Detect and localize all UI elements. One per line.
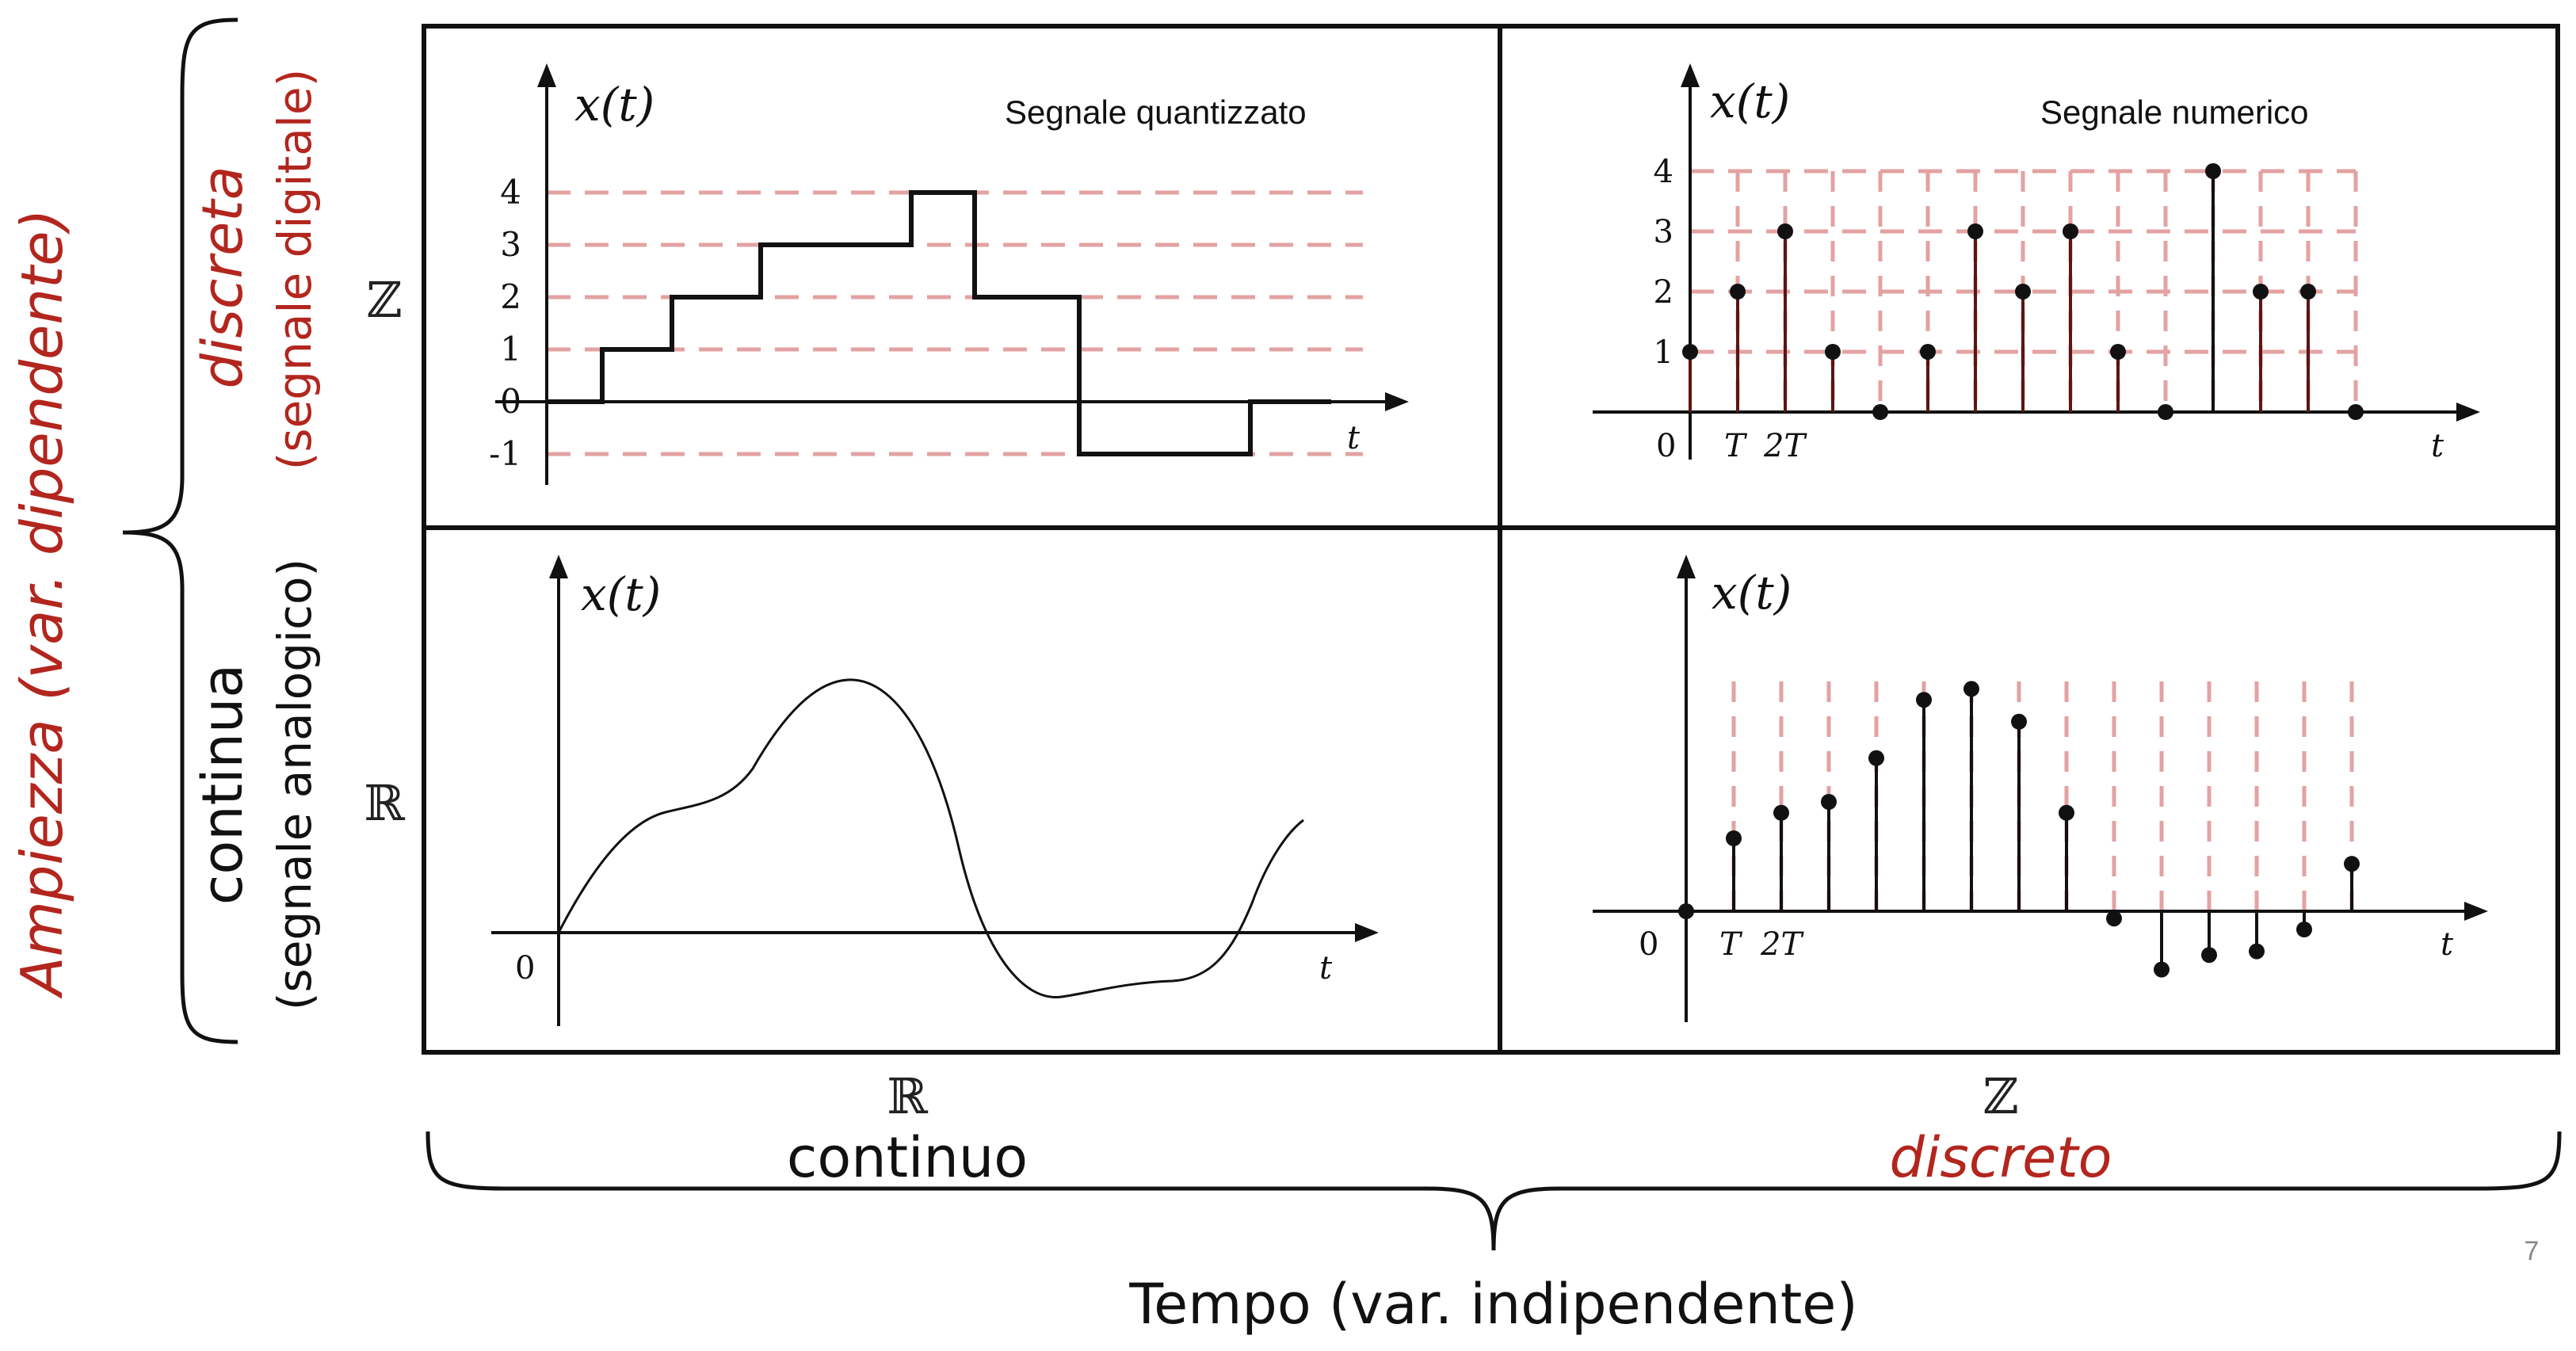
col-left-label: continuo	[787, 1125, 1028, 1190]
col-right-label: discreto	[1890, 1125, 2112, 1190]
numeric-sample-point	[2063, 223, 2078, 239]
numeric-x-label: t	[2431, 428, 2444, 464]
numeric-sample-point	[2253, 284, 2269, 300]
sampled-sample-point	[1726, 830, 1742, 846]
panel-sampled: x(t) t 0 T 2T	[1593, 555, 2488, 1022]
numeric-y-label: x(t)	[1710, 74, 1790, 128]
bottom-outer-brace	[426, 1131, 2562, 1251]
quantized-x-arrow	[1385, 392, 1409, 411]
sampled-sample-point	[1916, 692, 1932, 708]
sampled-sample-point	[2154, 961, 2170, 978]
sampled-sample-point	[1821, 794, 1837, 810]
analog-y-arrow	[549, 555, 568, 578]
left-outer-brace	[122, 17, 239, 1044]
numeric-y-arrow	[1681, 63, 1700, 87]
quantized-y-tick-label: 1	[500, 330, 521, 368]
quantized-x-label: t	[1347, 420, 1361, 456]
sampled-x-arrow	[2464, 902, 2488, 921]
numeric-sample-point	[2300, 284, 2316, 300]
quantized-y-tick-label: 3	[500, 225, 521, 264]
numeric-sample-point	[1777, 223, 1793, 239]
sampled-sample-point	[2296, 922, 2312, 937]
numeric-sample-point	[2110, 344, 2126, 360]
analog-y-label: x(t)	[581, 567, 661, 621]
numeric-y-tick-label: 3	[1654, 214, 1673, 250]
row-top-set: ℤ	[366, 271, 402, 329]
row-bottom-subtitle: (segnale analogico)	[268, 559, 322, 1010]
sampled-tick-T: T	[1719, 926, 1743, 963]
numeric-sample-point	[1920, 344, 1936, 360]
quantized-title: Segnale quantizzato	[1005, 94, 1307, 131]
numeric-y-tick-label: 2	[1654, 274, 1673, 311]
quantized-y-tick-label: 4	[500, 173, 521, 212]
numeric-y-tick-label: 4	[1654, 154, 1673, 190]
numeric-sample-point	[2205, 163, 2221, 179]
sampled-origin-label: 0	[1639, 926, 1658, 963]
quantized-y-ticks: -1 0 1 2 3 4	[489, 173, 521, 473]
numeric-sample-point	[1682, 344, 1698, 360]
sampled-sample-point	[1773, 804, 1789, 821]
numeric-sample-point	[1872, 404, 1888, 420]
row-bottom-set: ℝ	[364, 774, 405, 832]
ylabel-outer: Ampiezza (var. dipendente)	[9, 208, 75, 998]
panel-numeric: 1 2 3 4 x(t) t 0 T 2T Segnale numerico	[1593, 63, 2480, 464]
xlabel-outer: Tempo (var. indipendente)	[1128, 1272, 1857, 1337]
numeric-y-ticks: 1 2 3 4	[1654, 154, 1673, 371]
analog-x-arrow	[1355, 923, 1379, 942]
sampled-sample-point	[2201, 947, 2217, 964]
quantized-grid	[547, 190, 1363, 456]
grid-outer-border	[422, 24, 2560, 1055]
analog-origin-label: 0	[515, 950, 535, 987]
panel-quantized: -1 0 1 2 3 4 x(t) t Segnale quantizzato	[489, 63, 1409, 485]
analog-x-label: t	[1319, 950, 1333, 987]
sampled-sample-point	[1678, 903, 1694, 919]
numeric-x-arrow	[2456, 403, 2480, 422]
quantized-y-tick-label: -1	[489, 434, 521, 473]
quantized-step-line	[547, 190, 1331, 456]
sampled-sample-point	[2059, 804, 2074, 821]
quantized-y-label: x(t)	[574, 78, 654, 132]
sampled-sample-point	[2344, 856, 2360, 872]
numeric-tick-2T: 2T	[1763, 428, 1807, 464]
numeric-sample-point	[1730, 284, 1746, 300]
numeric-sample-point	[2015, 284, 2031, 300]
page-number: 7	[2524, 1236, 2540, 1266]
quantized-y-tick-label: 2	[500, 277, 521, 316]
numeric-stems	[1682, 163, 2364, 420]
quantized-y-tick-label: 0	[500, 382, 521, 421]
col-right-set: ℤ	[1983, 1067, 2018, 1125]
numeric-sample-point	[1825, 344, 1841, 360]
sampled-tick-2T: 2T	[1760, 926, 1804, 963]
row-bottom-title: continua	[190, 664, 255, 905]
grid-frame	[422, 24, 2560, 1055]
sampled-stems	[1678, 681, 2360, 978]
sampled-sample-point	[2011, 713, 2027, 730]
sampled-y-arrow	[1677, 555, 1696, 578]
numeric-tick-T: T	[1724, 428, 1748, 464]
numeric-y-tick-label: 1	[1654, 334, 1673, 371]
numeric-sample-point	[2348, 404, 2364, 420]
numeric-sample-point	[1967, 223, 1983, 239]
sampled-sample-point	[1868, 750, 1884, 766]
sampled-y-label: x(t)	[1712, 566, 1792, 620]
sampled-sample-point	[2249, 943, 2265, 960]
sampled-x-label: t	[2441, 926, 2454, 963]
numeric-title: Segnale numerico	[2040, 94, 2309, 131]
quantized-y-arrow	[537, 63, 556, 87]
col-left-set: ℝ	[887, 1067, 928, 1125]
sampled-sample-point	[2106, 910, 2122, 927]
row-top-subtitle: (segnale digitale)	[268, 69, 322, 470]
row-top-title: discreta	[190, 166, 255, 388]
sampled-sample-point	[1963, 681, 1979, 697]
panel-analog: x(t) t 0	[491, 555, 1379, 1026]
numeric-origin-label: 0	[1656, 428, 1676, 464]
analog-signal-curve	[557, 678, 1304, 998]
numeric-sample-point	[2158, 404, 2173, 420]
